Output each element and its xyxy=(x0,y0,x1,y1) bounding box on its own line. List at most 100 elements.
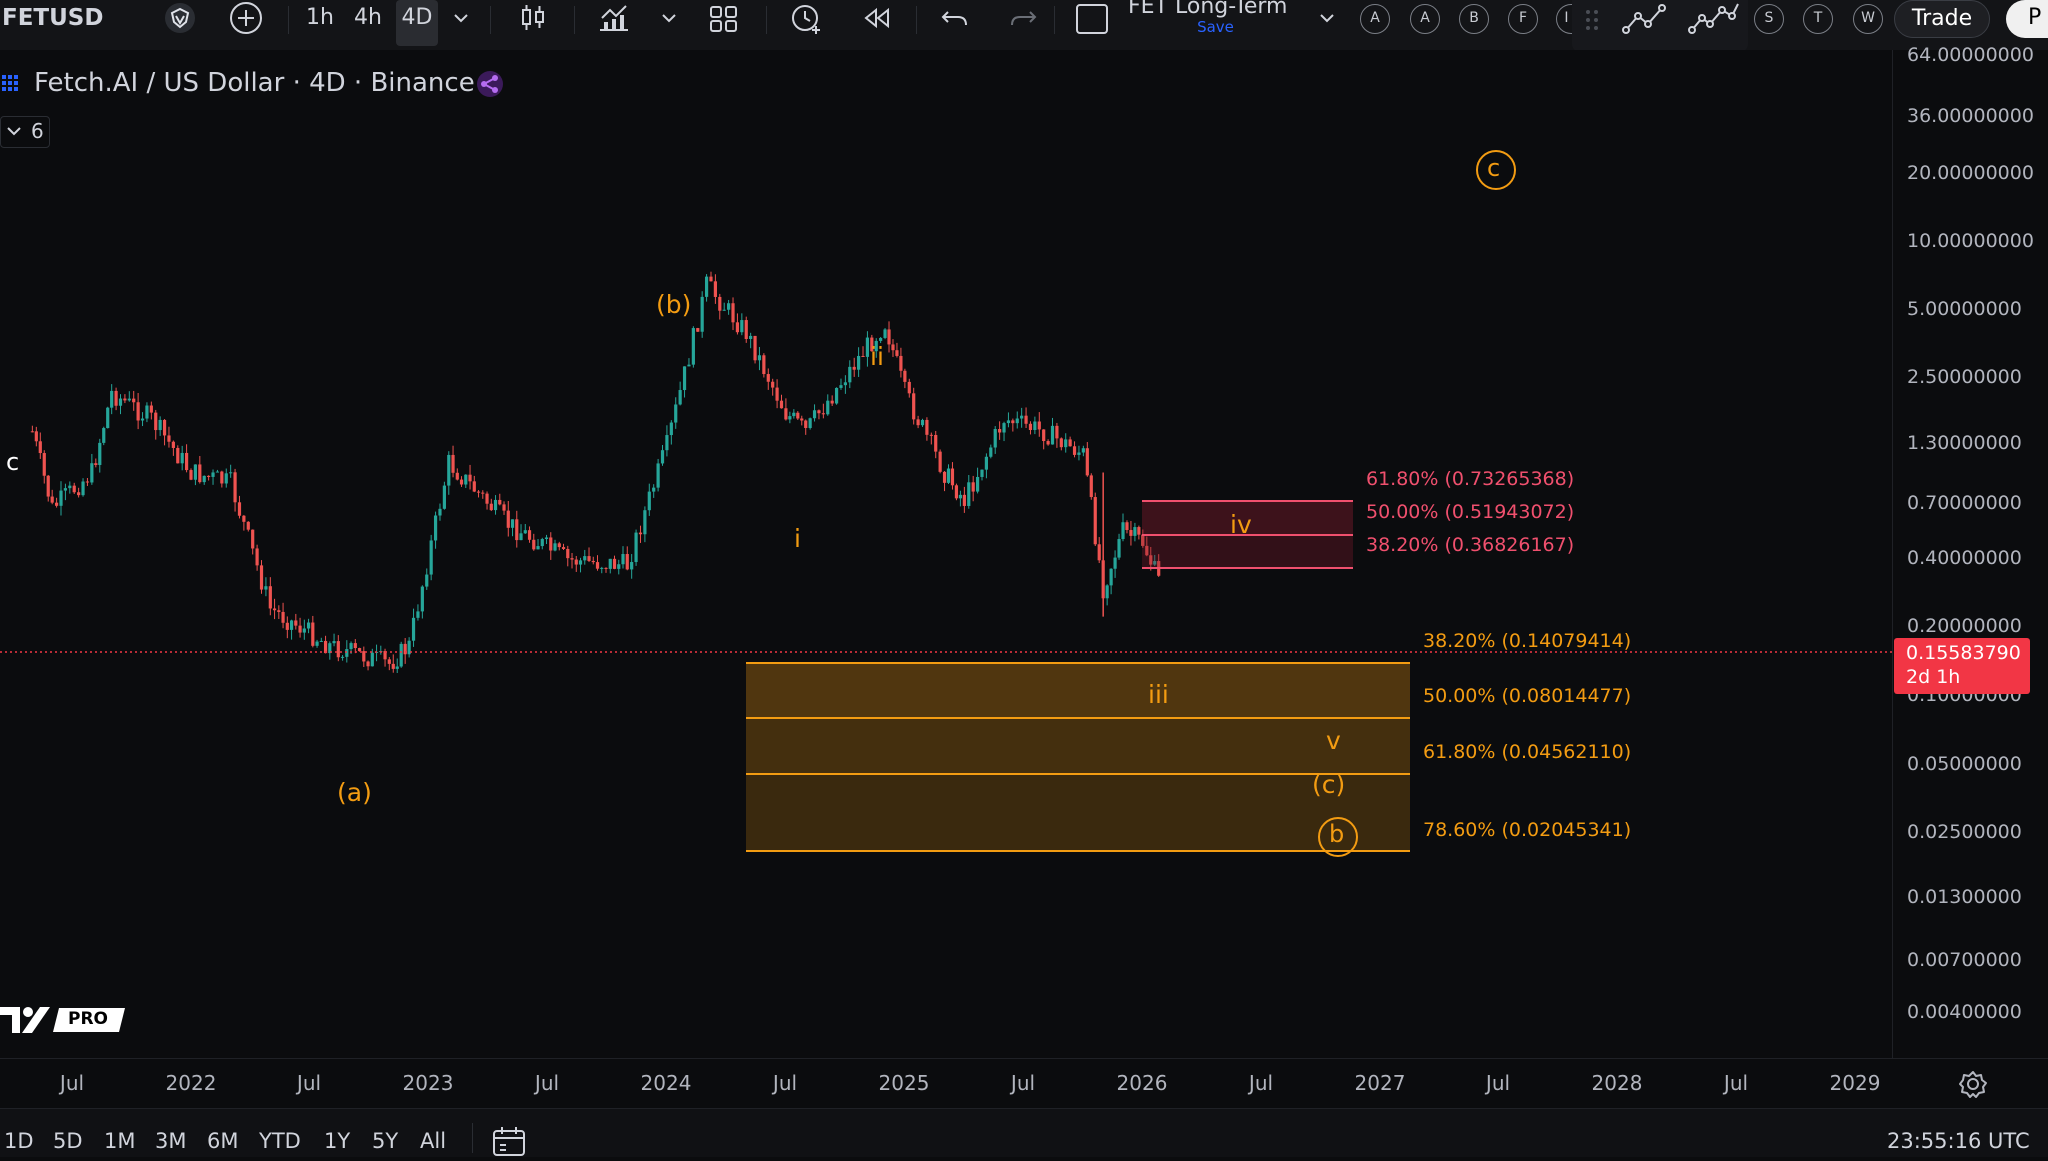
indicators-icon[interactable] xyxy=(596,0,632,36)
range-5d[interactable]: 5D xyxy=(53,1129,83,1153)
candle-body xyxy=(502,504,506,511)
goto-date-calendar-icon[interactable] xyxy=(492,1125,526,1161)
layouts-grid-icon[interactable] xyxy=(708,0,740,36)
wave-label-c-paren[interactable]: (c) xyxy=(1312,770,1346,799)
candle-body xyxy=(224,473,228,484)
candle-body xyxy=(1089,475,1093,498)
candle-body xyxy=(149,405,153,413)
interval-4h[interactable]: 4h xyxy=(354,0,382,36)
current-price-badge[interactable]: 0.15583790 2d 1h xyxy=(1894,638,2030,694)
wave-label-c-left[interactable]: c xyxy=(6,448,20,476)
alert-clock-icon[interactable] xyxy=(788,0,824,36)
layout-save-label[interactable]: Save xyxy=(1197,18,1234,36)
shield-icon[interactable] xyxy=(162,0,198,36)
alert-button-a2[interactable]: A xyxy=(1410,4,1440,34)
candle-body xyxy=(656,463,660,488)
alert-button-a1[interactable]: A xyxy=(1360,4,1390,34)
settings-gear-icon[interactable] xyxy=(1958,1069,1988,1103)
candle-body xyxy=(1024,415,1028,424)
range-1y[interactable]: 1Y xyxy=(324,1129,351,1153)
time-tick: 2026 xyxy=(1116,1071,1168,1095)
price-tick: 20.00000000 xyxy=(1907,162,2034,184)
candle-body xyxy=(1068,439,1072,447)
candle-body xyxy=(176,447,180,464)
range-all[interactable]: All xyxy=(420,1129,447,1153)
publish-button[interactable]: P xyxy=(2006,0,2048,38)
alert-button-s[interactable]: S xyxy=(1754,4,1784,34)
utc-clock[interactable]: 23:55:16 UTC xyxy=(1887,1129,2030,1153)
wave-label-circled-c[interactable]: c xyxy=(1487,154,1501,182)
alert-button-b[interactable]: B xyxy=(1459,4,1489,34)
price-axis[interactable]: 64.00000000 36.00000000 20.00000000 10.0… xyxy=(1892,44,2048,1058)
candle-body xyxy=(925,419,929,435)
time-tick: 2023 xyxy=(402,1071,454,1095)
candle-body xyxy=(1117,539,1121,558)
trade-button[interactable]: Trade xyxy=(1894,0,1990,38)
candle-body xyxy=(1105,585,1109,599)
symbol-search[interactable]: FETUSD xyxy=(2,0,152,36)
drag-handle-icon[interactable] xyxy=(1584,8,1600,36)
range-3m[interactable]: 3M xyxy=(155,1129,187,1153)
price-tick: 0.20000000 xyxy=(1907,615,2022,637)
candle-body xyxy=(455,472,459,480)
candle-body xyxy=(617,564,621,569)
range-1d[interactable]: 1D xyxy=(4,1129,34,1153)
candle-body xyxy=(154,412,158,431)
wave-label-a[interactable]: (a) xyxy=(337,778,372,807)
elliott-wave-icon[interactable] xyxy=(1688,0,1742,40)
time-axis[interactable]: Jul 2022 Jul 2023 Jul 2024 Jul 2025 Jul … xyxy=(0,1058,2048,1109)
interval-dropdown-chevron-icon[interactable] xyxy=(452,0,470,36)
candle-body xyxy=(167,435,171,442)
candle-body xyxy=(903,370,907,382)
alert-button-t[interactable]: T xyxy=(1803,4,1833,34)
interval-1h-label: 1h xyxy=(306,5,334,30)
candle-body xyxy=(643,510,647,535)
indicator-toggle[interactable]: 6 xyxy=(0,116,50,148)
wave-label-iv[interactable]: iv xyxy=(1230,510,1252,539)
candle-body xyxy=(158,419,162,431)
candle-body xyxy=(638,532,643,535)
interval-4d[interactable]: 4D xyxy=(396,0,438,46)
candle-body xyxy=(839,385,843,388)
candle-body xyxy=(561,547,566,549)
candle-body xyxy=(207,475,211,477)
layout-chevron-icon[interactable] xyxy=(1318,0,1336,36)
candle-body xyxy=(118,398,123,406)
candle-body xyxy=(1081,448,1085,453)
interval-1h[interactable]: 1h xyxy=(306,0,334,36)
wave-label-v[interactable]: v xyxy=(1326,726,1341,755)
candle-body xyxy=(691,328,695,365)
abc-pattern-icon[interactable] xyxy=(1622,0,1672,40)
candle-body xyxy=(792,412,796,417)
indicators-chevron-icon[interactable] xyxy=(660,0,678,36)
undo-icon[interactable] xyxy=(940,0,970,36)
wave-label-iii[interactable]: iii xyxy=(1148,680,1169,709)
range-1m[interactable]: 1M xyxy=(104,1129,136,1153)
wave-label-i[interactable]: i xyxy=(794,524,801,553)
alert-button-f[interactable]: F xyxy=(1508,4,1538,34)
wave-label-b[interactable]: (b) xyxy=(656,290,692,319)
legend-share-icon[interactable] xyxy=(476,70,504,102)
range-ytd[interactable]: YTD xyxy=(259,1129,301,1153)
fullscreen-square-icon[interactable] xyxy=(1074,0,1110,36)
range-6m[interactable]: 6M xyxy=(207,1129,239,1153)
range-5y[interactable]: 5Y xyxy=(372,1129,399,1153)
candle-body xyxy=(447,454,451,486)
alert-button-w[interactable]: W xyxy=(1853,4,1883,34)
wave-label-circled-b[interactable]: b xyxy=(1329,820,1345,848)
legend-grid-icon[interactable] xyxy=(2,75,18,95)
wave-label-ii[interactable]: ii xyxy=(870,342,884,371)
replay-icon[interactable] xyxy=(860,0,892,36)
candle-body xyxy=(50,496,54,503)
publish-label: P xyxy=(2028,5,2042,30)
candles-icon[interactable] xyxy=(518,0,548,36)
chart-area[interactable]: Fetch.AI / US Dollar · 4D · Binance 6 c … xyxy=(0,50,1892,1058)
candle-body xyxy=(519,533,523,541)
candle-body xyxy=(264,586,268,590)
layout-name[interactable]: FET Long-Term Save xyxy=(1128,0,1308,36)
price-chart[interactable] xyxy=(0,50,1892,1058)
add-symbol-icon[interactable] xyxy=(228,0,264,36)
redo-icon[interactable] xyxy=(1008,0,1038,36)
candle-body xyxy=(132,398,136,403)
candle-body xyxy=(438,508,442,516)
